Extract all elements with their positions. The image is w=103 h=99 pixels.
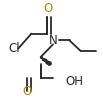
Text: OH: OH (65, 75, 83, 88)
Text: O: O (44, 2, 53, 15)
Text: N: N (49, 34, 57, 47)
Text: O: O (23, 85, 32, 98)
Text: Cl: Cl (8, 42, 20, 55)
